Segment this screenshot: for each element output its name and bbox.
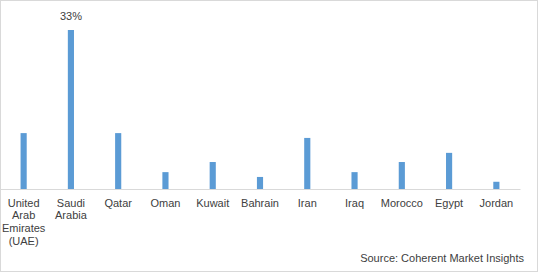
x-tick-label-line: Morocco	[381, 197, 423, 209]
x-tick-label-line: Kuwait	[196, 197, 229, 209]
x-tick: SaudiArabia	[55, 189, 88, 221]
source-note: Source: Coherent Market Insights	[360, 252, 524, 264]
x-tick: Iran	[298, 189, 317, 209]
x-tick-label-line: (UAE)	[9, 235, 39, 247]
bar	[446, 153, 452, 189]
x-tick: Qatar	[104, 189, 132, 209]
x-tick: Bahrain	[241, 189, 279, 209]
x-tick: Egypt	[435, 189, 463, 209]
plot: UnitedArabEmirates(UAE) SaudiArabia Qatar O…	[1, 10, 521, 247]
x-tick: Oman	[150, 189, 180, 209]
x-tick-label: Bahrain	[241, 197, 279, 209]
x-tick-label: Kuwait	[196, 197, 229, 209]
bar	[162, 172, 168, 189]
x-tick-label: Oman	[150, 197, 180, 209]
x-tick: UnitedArabEmirates(UAE)	[2, 189, 46, 247]
x-tick-label-line: Arab	[12, 209, 35, 221]
bar	[115, 133, 121, 189]
x-tick-label: Morocco	[381, 197, 423, 209]
x-tick-label: UnitedArabEmirates(UAE)	[2, 197, 46, 247]
x-tick-label-line: Saudi	[57, 197, 85, 209]
x-tick-label-line: Jordan	[480, 197, 514, 209]
chart-frame	[1, 1, 538, 272]
bars	[21, 30, 500, 189]
bar	[68, 30, 74, 189]
chart: UnitedArabEmirates(UAE) SaudiArabia Qatar O…	[0, 0, 538, 272]
x-tick-label: Iran	[298, 197, 317, 209]
bar	[210, 162, 216, 189]
data-labels: 33%	[60, 10, 82, 22]
x-tick-label: Egypt	[435, 197, 463, 209]
x-tick: Jordan	[480, 189, 514, 209]
x-tick-label: Qatar	[104, 197, 132, 209]
x-tick-label-line: Arabia	[55, 209, 88, 221]
x-tick: Kuwait	[196, 189, 229, 209]
bar	[351, 172, 357, 189]
x-tick-label-line: United	[8, 197, 40, 209]
x-tick-label: SaudiArabia	[55, 197, 88, 222]
x-tick-label: Iraq	[345, 197, 364, 209]
x-axis-line	[1, 189, 521, 190]
x-tick-label-line: Egypt	[435, 197, 463, 209]
bar	[21, 133, 27, 189]
x-tick-label-line: Emirates	[2, 222, 46, 234]
x-tick-label-line: Bahrain	[241, 197, 279, 209]
data-label: 33%	[60, 10, 82, 22]
x-tick: Iraq	[345, 189, 364, 209]
x-tick-label-line: Qatar	[104, 197, 132, 209]
x-axis: UnitedArabEmirates(UAE) SaudiArabia Qatar O…	[1, 189, 521, 247]
x-tick: Morocco	[381, 189, 423, 209]
x-tick-label-line: Oman	[150, 197, 180, 209]
x-tick-label: Jordan	[480, 197, 514, 209]
bar	[304, 138, 310, 189]
bar	[399, 162, 405, 189]
x-tick-label-line: Iraq	[345, 197, 364, 209]
x-tick-label-line: Iran	[298, 197, 317, 209]
bar	[257, 177, 263, 189]
bar	[493, 182, 499, 189]
